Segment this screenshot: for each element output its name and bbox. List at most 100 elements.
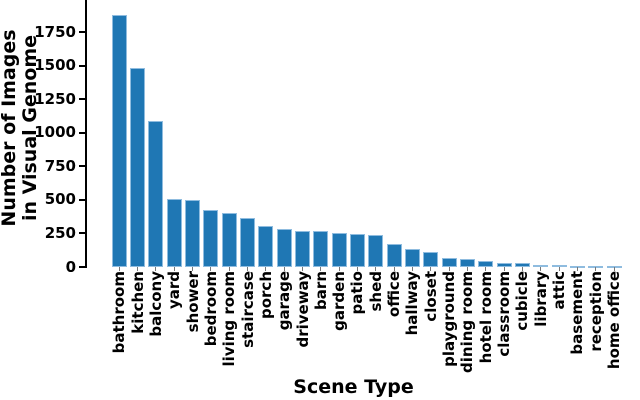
bar-classroom — [496, 262, 512, 267]
bar-bedroom — [203, 209, 219, 267]
bar-playground — [441, 257, 457, 267]
bar-library — [533, 264, 549, 267]
x-tick-label: kitchen — [128, 271, 147, 334]
x-tick-label: office — [385, 271, 404, 318]
x-tick-mark — [430, 267, 432, 271]
bar-porch — [258, 226, 274, 267]
x-tick-mark — [228, 267, 230, 271]
y-tick-mark — [79, 64, 86, 67]
y-tick-mark — [79, 266, 86, 268]
x-tick-label: cubicle — [513, 271, 532, 331]
bar-bathroom — [111, 14, 127, 267]
x-tick-label: closet — [421, 271, 440, 322]
x-tick-label: patio — [348, 271, 367, 315]
x-tick-mark — [265, 267, 267, 271]
y-tick-label: 1000 — [34, 123, 76, 142]
x-tick-mark — [613, 267, 615, 271]
y-tick-mark — [79, 165, 86, 168]
bar-staircase — [240, 218, 255, 267]
x-tick-label: balcony — [146, 271, 165, 337]
bar-driveway — [295, 230, 310, 267]
y-axis-label-line1: Number of Images — [0, 29, 20, 227]
y-tick-label: 500 — [44, 190, 76, 209]
x-tick-label: bathroom — [110, 271, 129, 354]
bar-shower — [185, 199, 200, 267]
x-tick-label: attic — [550, 271, 569, 310]
bar-garage — [276, 228, 292, 267]
y-tick-mark — [79, 232, 86, 235]
x-axis-label: Scene Type — [293, 376, 414, 398]
y-tick-label: 1250 — [34, 89, 76, 108]
x-tick-mark — [466, 267, 468, 271]
y-tick-label: 1750 — [34, 22, 76, 41]
bar-hallway — [405, 248, 420, 267]
y-tick-mark — [79, 98, 86, 101]
x-tick-mark — [247, 267, 248, 271]
x-tick-mark — [485, 267, 487, 271]
y-tick-label: 0 — [65, 257, 76, 276]
x-tick-label: hotel room — [476, 271, 495, 364]
x-tick-label: living room — [220, 271, 239, 367]
x-tick-label: home office — [605, 271, 624, 370]
x-tick-label: shower — [183, 271, 202, 333]
x-tick-mark — [320, 267, 322, 271]
x-tick-mark — [302, 267, 303, 271]
x-tick-mark — [558, 267, 560, 271]
bar-attic — [551, 265, 567, 268]
bar-shed — [368, 235, 384, 267]
x-tick-label: shed — [366, 271, 385, 312]
x-tick-label: reception — [586, 271, 605, 352]
bar-living-room — [221, 213, 237, 267]
x-tick-mark — [521, 267, 523, 271]
x-tick-mark — [192, 267, 194, 271]
x-tick-mark — [448, 267, 450, 271]
x-tick-label: dining room — [458, 271, 477, 373]
x-tick-label: barn — [311, 271, 330, 310]
y-tick-label: 250 — [44, 223, 76, 242]
x-tick-label: staircase — [238, 271, 257, 348]
x-tick-label: driveway — [293, 271, 312, 348]
bar-barn — [313, 231, 329, 267]
x-tick-mark — [210, 267, 212, 271]
x-tick-mark — [576, 267, 578, 271]
y-tick-mark — [79, 198, 86, 201]
x-tick-label: classroom — [495, 271, 514, 357]
bar-cubicle — [515, 263, 530, 267]
x-tick-label: bedroom — [201, 271, 220, 347]
x-tick-mark — [356, 267, 358, 271]
x-tick-label: garden — [330, 271, 349, 331]
x-tick-mark — [595, 267, 597, 271]
x-tick-label: basement — [568, 271, 587, 355]
x-tick-label: library — [531, 271, 550, 327]
bar-closet — [423, 251, 439, 267]
x-tick-mark — [173, 267, 175, 271]
x-tick-label: porch — [256, 271, 275, 320]
x-tick-mark — [393, 267, 395, 271]
x-tick-label: hallway — [403, 271, 422, 336]
x-tick-mark — [411, 267, 413, 271]
x-tick-mark — [118, 267, 120, 271]
x-tick-label: yard — [165, 271, 184, 310]
x-tick-mark — [503, 267, 505, 271]
x-tick-label: garage — [275, 271, 294, 331]
x-tick-mark — [375, 267, 377, 271]
x-tick-mark — [338, 267, 340, 271]
bar-patio — [350, 234, 365, 267]
y-tick-label: 1500 — [34, 56, 76, 75]
bar-hotel-room — [478, 260, 494, 267]
x-tick-mark — [155, 267, 157, 271]
bar-garden — [331, 232, 347, 267]
y-tick-mark — [79, 31, 86, 34]
x-tick-mark — [137, 267, 139, 271]
y-tick-mark — [79, 131, 86, 134]
bar-office — [386, 244, 402, 267]
y-tick-label: 750 — [44, 156, 76, 175]
y-axis-spine — [85, 0, 87, 268]
bar-balcony — [148, 120, 164, 267]
bar-dining-room — [460, 258, 475, 267]
x-tick-mark — [283, 267, 285, 271]
x-tick-mark — [540, 267, 542, 271]
x-tick-label: playground — [440, 271, 459, 367]
bar-kitchen — [130, 68, 145, 267]
